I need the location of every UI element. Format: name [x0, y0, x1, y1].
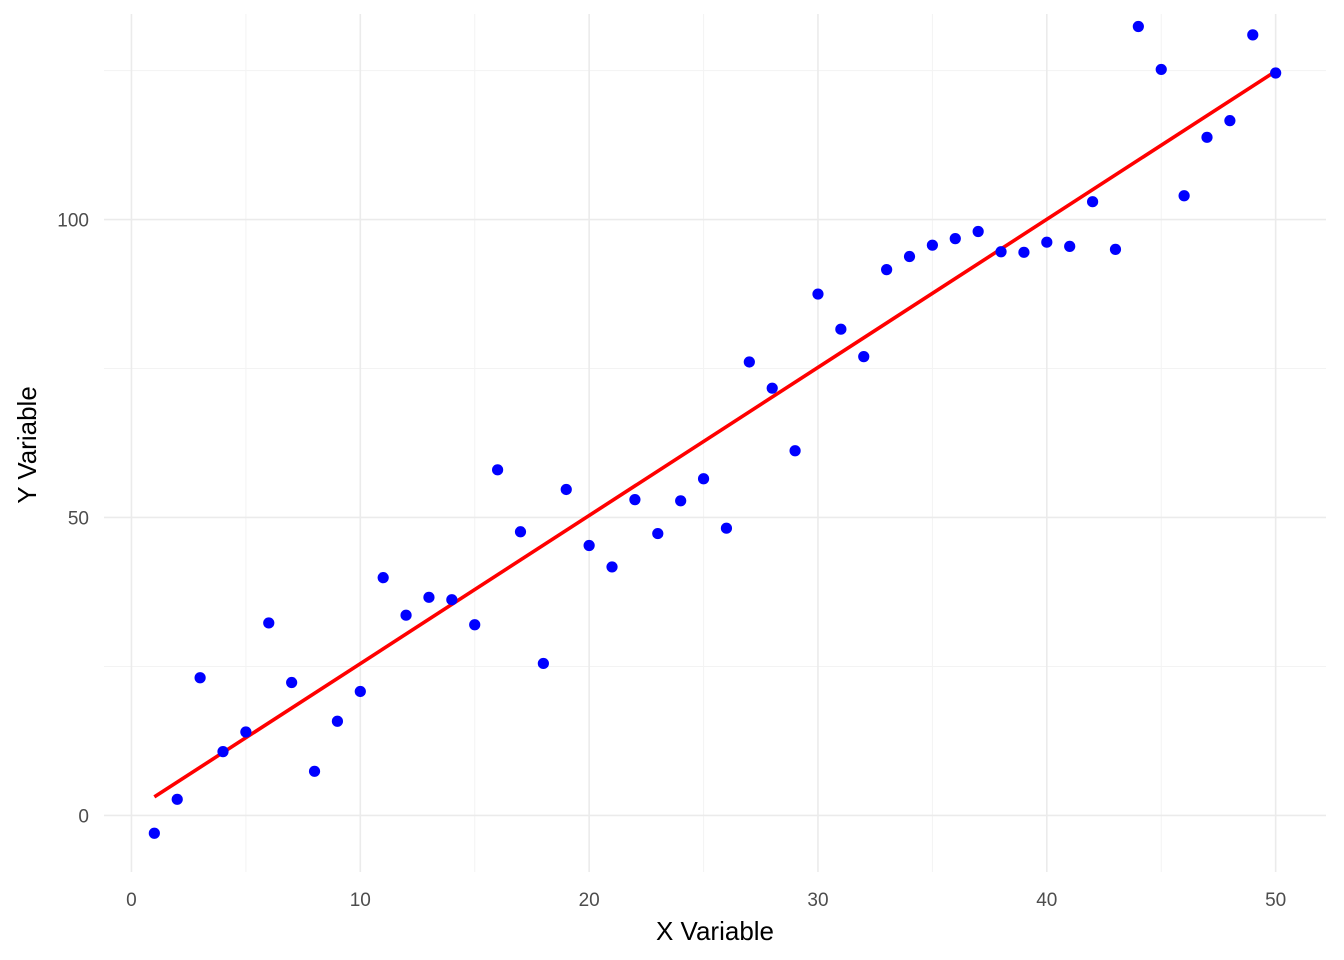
data-point — [1064, 240, 1076, 252]
data-point — [766, 382, 778, 394]
data-point — [331, 715, 344, 727]
x-tick-label: 10 — [350, 890, 371, 911]
grid — [104, 14, 1326, 872]
data-point — [789, 445, 801, 457]
x-axis-title: X Variable — [656, 916, 774, 946]
data-point — [446, 594, 458, 606]
data-point — [1224, 115, 1236, 127]
data-point — [835, 323, 847, 335]
data-point — [652, 527, 664, 540]
data-point — [1270, 67, 1282, 79]
data-point — [812, 288, 824, 300]
data-point — [423, 591, 435, 603]
y-axis-title: Y Variable — [12, 386, 42, 504]
data-point — [1132, 20, 1144, 33]
data-point — [1247, 29, 1259, 41]
y-tick-label: 100 — [57, 211, 89, 232]
data-point — [1018, 246, 1030, 258]
data-point — [194, 672, 206, 684]
data-point — [171, 793, 183, 805]
x-tick-label: 40 — [1036, 890, 1057, 911]
data-point — [583, 539, 595, 552]
data-point — [629, 494, 641, 506]
data-point — [537, 657, 549, 670]
data-points — [148, 20, 1282, 839]
x-tick-label: 20 — [579, 890, 600, 911]
data-point — [881, 264, 893, 276]
data-point — [903, 250, 916, 263]
data-point — [697, 473, 710, 485]
x-axis-ticks: 0 10 20 30 40 50 — [126, 890, 1286, 911]
data-point — [606, 561, 618, 573]
data-point — [720, 522, 733, 534]
data-point — [1178, 190, 1190, 202]
x-tick-label: 30 — [807, 890, 828, 911]
data-point — [400, 609, 412, 621]
data-point — [560, 483, 572, 496]
x-tick-label: 0 — [126, 890, 137, 911]
data-point — [949, 233, 961, 245]
data-point — [675, 495, 687, 507]
data-point — [377, 572, 389, 584]
data-point — [240, 726, 252, 738]
data-point — [354, 685, 366, 698]
data-point — [972, 225, 984, 238]
y-tick-label: 50 — [68, 508, 89, 529]
data-point — [1109, 243, 1122, 255]
data-point — [1041, 236, 1053, 248]
data-point — [858, 351, 870, 363]
regression-line-layer — [153, 69, 1277, 799]
y-axis-ticks: 0 50 100 — [57, 211, 89, 828]
data-point — [148, 827, 160, 839]
data-point — [308, 765, 321, 777]
data-point — [514, 526, 527, 538]
data-point — [1201, 131, 1213, 143]
data-point — [286, 676, 298, 689]
data-point — [743, 356, 755, 368]
data-point — [1086, 196, 1099, 208]
data-point — [1155, 63, 1167, 76]
data-point — [217, 746, 229, 758]
data-point — [469, 619, 481, 631]
regression-line — [153, 69, 1277, 799]
data-point — [995, 246, 1007, 258]
data-point — [263, 617, 275, 629]
x-tick-label: 50 — [1265, 890, 1286, 911]
y-tick-label: 0 — [78, 806, 89, 827]
data-point — [926, 239, 938, 251]
data-point — [492, 464, 504, 476]
